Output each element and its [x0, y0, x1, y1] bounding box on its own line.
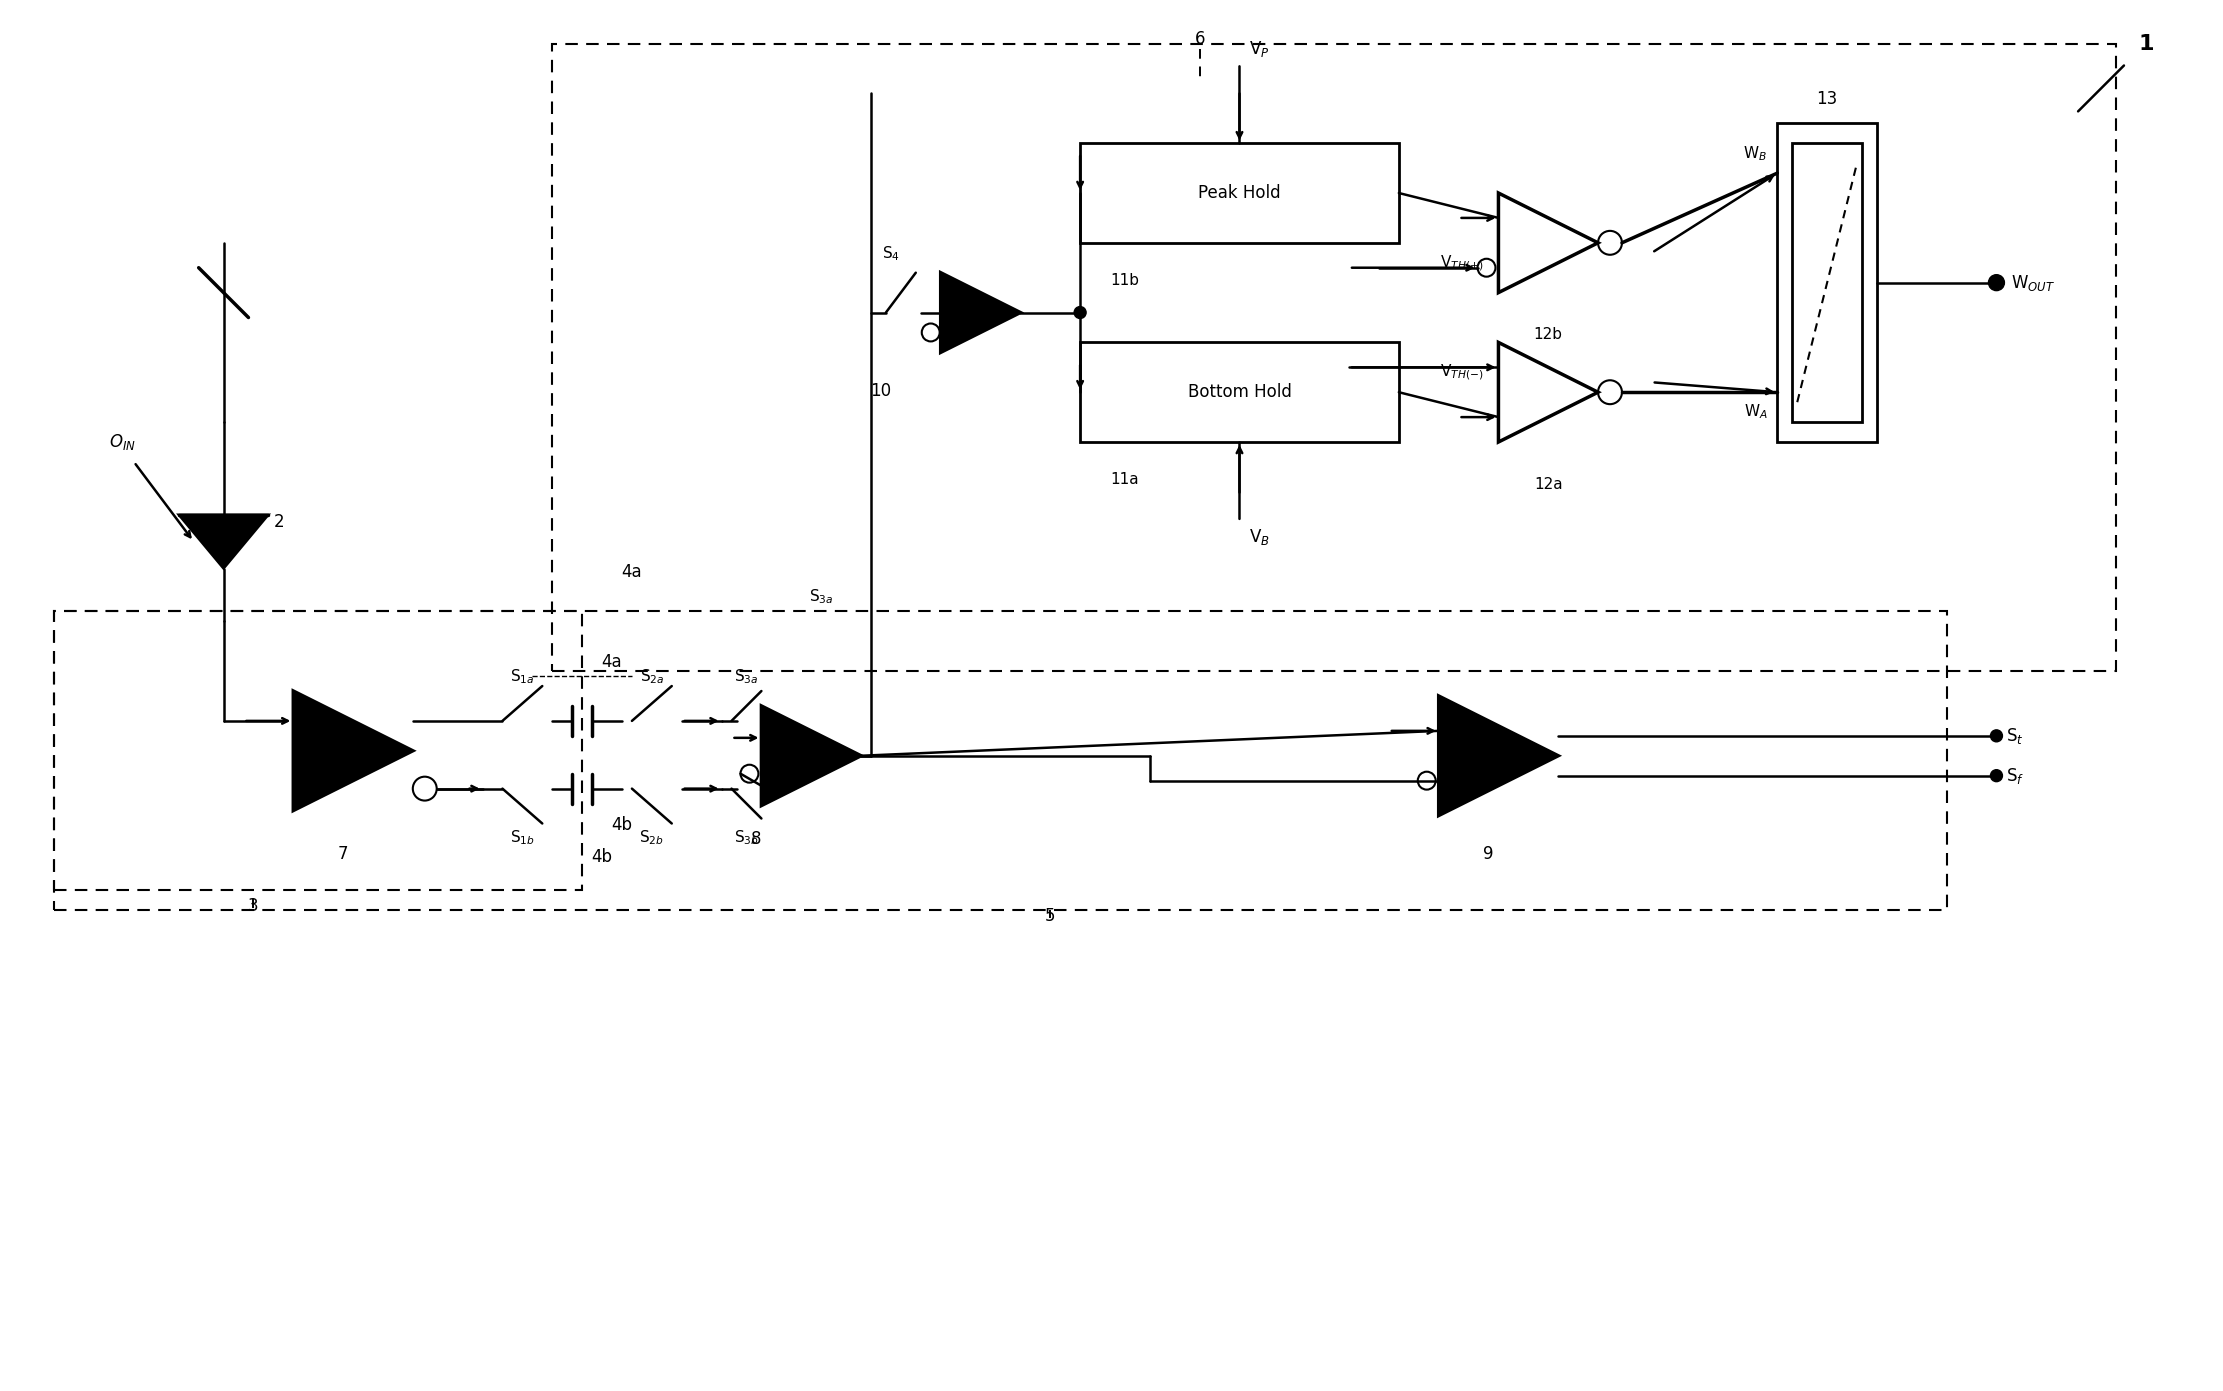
- Text: 12a: 12a: [1534, 477, 1563, 492]
- Polygon shape: [940, 273, 1020, 352]
- Text: 4a: 4a: [622, 563, 642, 581]
- Text: S$_{3a}$: S$_{3a}$: [809, 587, 834, 606]
- Text: 6: 6: [1194, 29, 1205, 47]
- Polygon shape: [1438, 696, 1558, 815]
- Text: S$_f$: S$_f$: [2007, 765, 2025, 786]
- Text: S$_{3b}$: S$_{3b}$: [734, 829, 758, 847]
- Text: S$_{1b}$: S$_{1b}$: [509, 829, 536, 847]
- Text: S$_{2a}$: S$_{2a}$: [640, 668, 665, 686]
- Text: S$_{2b}$: S$_{2b}$: [640, 829, 665, 847]
- Bar: [1778, 124, 1876, 442]
- Text: W$_{OUT}$: W$_{OUT}$: [2012, 273, 2056, 292]
- Text: 9: 9: [1483, 846, 1494, 864]
- Text: 7: 7: [338, 846, 349, 864]
- Text: W$_A$: W$_A$: [1743, 403, 1767, 421]
- Text: 10: 10: [871, 383, 891, 401]
- Text: 11a: 11a: [1109, 472, 1138, 487]
- Bar: [1792, 143, 1863, 421]
- Circle shape: [1074, 306, 1087, 319]
- Bar: [1080, 342, 1398, 442]
- Text: 4b: 4b: [591, 849, 614, 867]
- Polygon shape: [293, 691, 413, 811]
- Bar: [1080, 143, 1398, 243]
- Text: V$_{TH(-)}$: V$_{TH(-)}$: [1441, 363, 1483, 383]
- Text: V$_{TH(+)}$: V$_{TH(+)}$: [1441, 253, 1483, 273]
- Circle shape: [1990, 274, 2005, 291]
- Text: Bottom Hold: Bottom Hold: [1187, 383, 1292, 401]
- Text: 3: 3: [249, 897, 258, 915]
- Bar: [53, 611, 582, 890]
- Circle shape: [1990, 769, 2003, 782]
- Circle shape: [1990, 730, 2003, 741]
- Text: S$_4$: S$_4$: [883, 243, 900, 263]
- Polygon shape: [178, 515, 269, 569]
- Text: 11b: 11b: [1109, 273, 1138, 288]
- Text: Peak Hold: Peak Hold: [1198, 184, 1280, 202]
- Bar: [551, 43, 2116, 670]
- Text: O$_{IN}$: O$_{IN}$: [109, 433, 136, 452]
- Text: 5: 5: [1045, 907, 1056, 925]
- Polygon shape: [762, 707, 860, 805]
- Text: 13: 13: [1816, 90, 1838, 108]
- Text: 2: 2: [273, 513, 285, 531]
- Text: 4b: 4b: [611, 815, 634, 833]
- Text: V$_B$: V$_B$: [1249, 527, 1269, 547]
- Text: W$_B$: W$_B$: [1743, 143, 1767, 163]
- Text: 1: 1: [2139, 33, 2154, 54]
- Text: S$_{3a}$: S$_{3a}$: [734, 668, 758, 686]
- Text: V$_P$: V$_P$: [1249, 39, 1269, 58]
- Text: S$_t$: S$_t$: [2007, 726, 2025, 746]
- Text: 8: 8: [751, 830, 762, 849]
- Bar: [53, 611, 1947, 910]
- Text: 12b: 12b: [1534, 327, 1563, 342]
- Text: 4a: 4a: [602, 654, 622, 670]
- Text: S$_{1a}$: S$_{1a}$: [509, 668, 534, 686]
